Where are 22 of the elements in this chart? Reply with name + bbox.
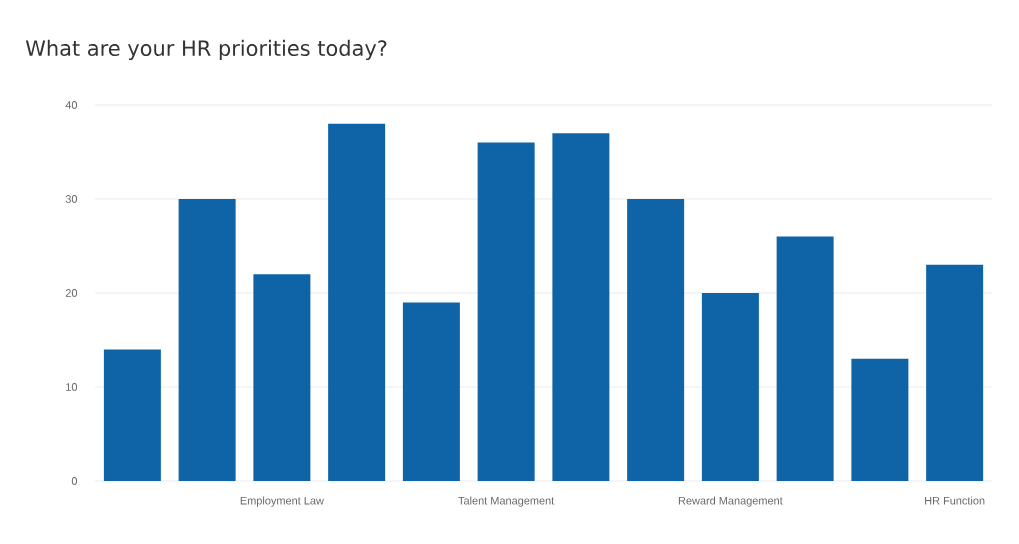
x-tick-label: HR Function [925,496,985,505]
x-tick-label: Reward Management [678,496,783,507]
bar [328,123,386,481]
bar [477,142,535,481]
bar [701,292,759,481]
bar [178,198,236,481]
y-tick-label: 10 [66,383,78,391]
bar [103,349,161,481]
bar [253,274,311,481]
bar [627,198,685,481]
chart-title: What are your HR priorities today? [25,39,387,61]
x-tick-label: Talent Management [458,496,555,507]
y-tick-label: 20 [65,289,78,297]
bar [552,133,610,481]
y-tick-label: 30 [65,195,78,203]
x-tick-label: Employment Law [240,496,324,507]
bar [926,264,984,481]
bar [402,302,460,481]
y-tick-label: 0 [71,477,78,485]
bar [851,358,909,481]
y-tick-label: 40 [65,101,78,109]
bar [776,236,834,481]
